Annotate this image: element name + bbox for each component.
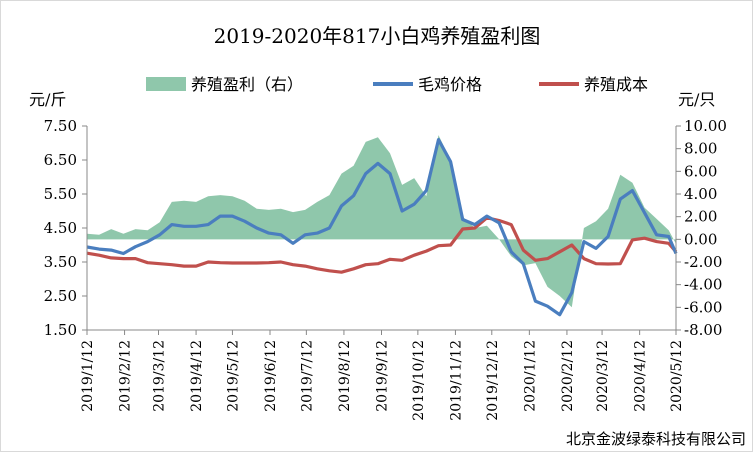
- legend: 养殖盈利（右） 毛鸡价格 养殖成本: [146, 75, 648, 94]
- right-tick-label: -8.00: [684, 321, 722, 339]
- x-tick-label: 2019/10/12: [411, 340, 427, 421]
- right-axis-unit: 元/只: [678, 90, 715, 109]
- legend-label-profit: 养殖盈利（右）: [191, 75, 303, 94]
- x-tick-label: 2019/9/12: [375, 340, 391, 412]
- plot-area: 7.50 6.50 5.50 4.50 3.50 2.50 1.50 10.00 8.00 6.0…: [44, 117, 727, 421]
- right-tick-label: 10.00: [684, 117, 727, 135]
- x-tick-label: 2019/12/12: [485, 340, 501, 421]
- legend-label-price: 毛鸡价格: [418, 75, 482, 94]
- right-tick-label: 4.00: [684, 185, 717, 203]
- legend-label-cost: 养殖成本: [584, 75, 648, 94]
- left-tick-label: 1.50: [44, 321, 77, 339]
- left-tick-label: 4.50: [44, 219, 77, 237]
- right-tick-label: 6.00: [684, 162, 717, 180]
- right-tick-label: -2.00: [684, 253, 722, 271]
- x-tick-label: 2019/4/12: [189, 340, 205, 412]
- x-tick-label: 2020/1/12: [522, 340, 538, 412]
- right-tick-label: 0.00: [684, 230, 717, 248]
- price-line: [86, 138, 678, 317]
- left-tick-label: 5.50: [44, 185, 77, 203]
- left-tick-label: 2.50: [44, 287, 77, 305]
- x-tick-label: 2019/1/12: [80, 340, 96, 412]
- x-tick-label: 2019/2/12: [118, 340, 134, 412]
- x-tick-label: 2020/3/12: [595, 340, 611, 412]
- x-tick-label: 2019/8/12: [337, 340, 353, 412]
- x-tick-label: 2020/4/12: [633, 340, 649, 412]
- left-tick-label: 6.50: [44, 151, 77, 169]
- right-tick-label: -4.00: [684, 276, 722, 294]
- x-tick-label: 2020/2/12: [560, 340, 576, 412]
- left-axis-unit: 元/斤: [29, 90, 66, 109]
- x-tick-label: 2019/11/12: [448, 340, 464, 421]
- right-tick-label: 8.00: [684, 140, 717, 158]
- left-tick-label: 3.50: [44, 253, 77, 271]
- x-tick-label: 2020/5/12: [669, 340, 685, 412]
- x-tick-label: 2019/5/12: [225, 340, 241, 412]
- right-tick-label: 2.00: [684, 208, 717, 226]
- x-tick-label: 2019/3/12: [152, 340, 168, 412]
- footer-company: 北京金波绿泰科技有限公司: [566, 430, 746, 448]
- x-tick-label: 2019/6/12: [263, 340, 279, 412]
- chart-title: 2019-2020年817小白鸡养殖盈利图: [214, 24, 541, 48]
- profit-area: [87, 135, 676, 308]
- legend-swatch-profit: [146, 77, 186, 91]
- left-tick-label: 7.50: [44, 117, 77, 135]
- right-tick-label: -6.00: [684, 298, 722, 316]
- x-tick-label: 2019/7/12: [299, 340, 315, 412]
